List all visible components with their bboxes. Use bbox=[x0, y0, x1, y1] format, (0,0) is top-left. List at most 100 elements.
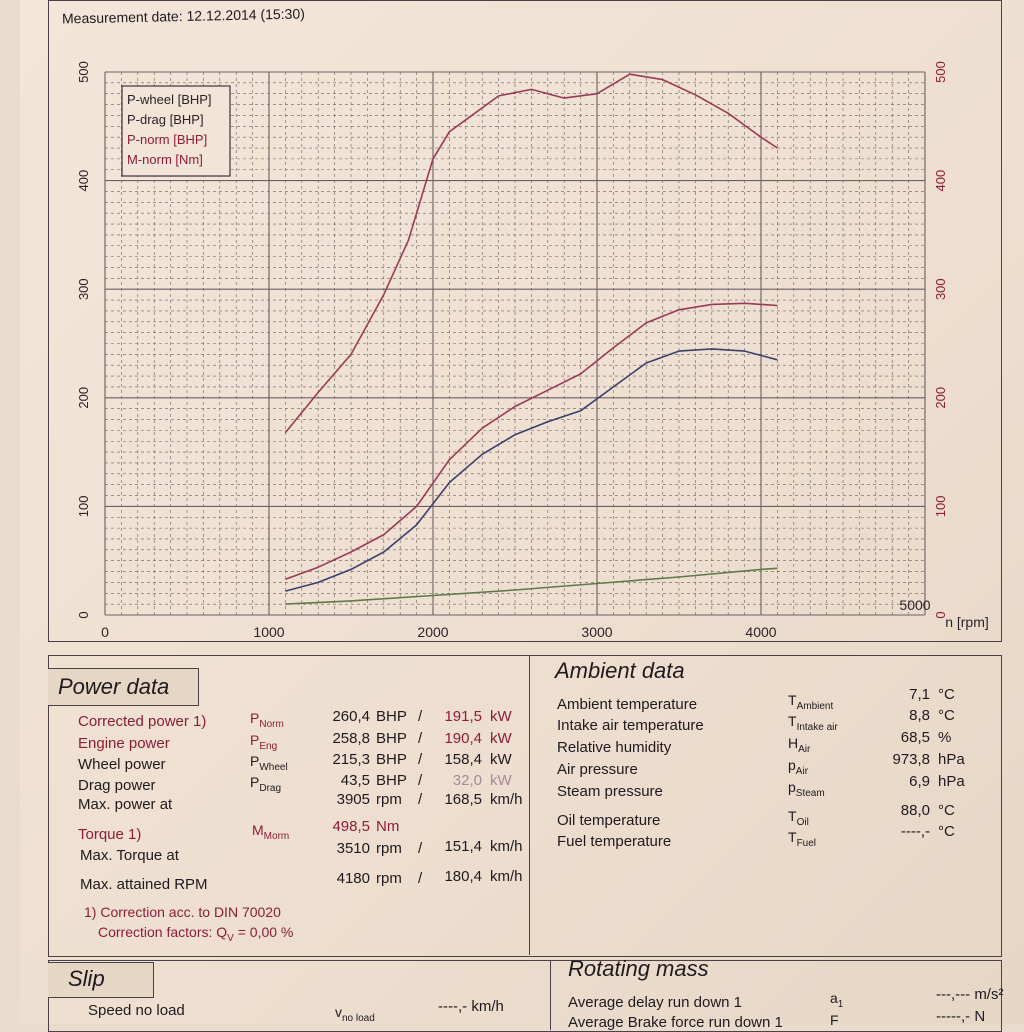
power-row-separator: / bbox=[418, 708, 423, 725]
power-row-symbol: PWheel bbox=[250, 753, 288, 773]
power-row-unit: BHP bbox=[376, 772, 407, 789]
ambient-row-value: 7,1 bbox=[909, 686, 930, 703]
power-title: Power data bbox=[58, 674, 170, 699]
power-row-symbol: PNorm bbox=[250, 710, 284, 730]
power-row-unit2: kW bbox=[490, 708, 512, 725]
power-row-separator: / bbox=[418, 772, 423, 789]
ambient-row-label: Relative humidity bbox=[557, 739, 672, 756]
slip-label: Speed no load bbox=[88, 1002, 185, 1019]
ambient-row-unit: °C bbox=[938, 823, 955, 840]
rotating-symbol: a1 bbox=[830, 990, 844, 1010]
power-row-label: Engine power bbox=[78, 735, 170, 752]
ambient-row-symbol: HAir bbox=[788, 735, 811, 755]
rotating-symbol-2: F bbox=[830, 1012, 839, 1028]
y-tick-label-left: 200 bbox=[76, 387, 91, 409]
max-rpm-speed: 180,4 bbox=[444, 868, 482, 885]
torque-unit: Nm bbox=[376, 818, 400, 835]
power-row-unit2: kW bbox=[490, 730, 512, 747]
ambient-row-label: Steam pressure bbox=[557, 783, 663, 800]
series-line bbox=[285, 567, 778, 605]
power-row-value: 43,5 bbox=[340, 772, 370, 789]
legend-entry: P-norm [BHP] bbox=[127, 132, 207, 147]
power-row-unit2: kW bbox=[490, 772, 512, 789]
ambient-row-symbol: TFuel bbox=[788, 829, 817, 849]
rotating-title: Rotating mass bbox=[568, 956, 709, 981]
correction-footnote: 1) Correction acc. to DIN 70020 bbox=[84, 904, 281, 920]
y-tick-label-left: 0 bbox=[76, 611, 91, 618]
power-row-separator: / bbox=[418, 730, 423, 747]
slip-value: ----,- km/h bbox=[438, 998, 504, 1015]
ambient-row-symbol: TAmbient bbox=[788, 692, 834, 712]
x-tick-label: 5000 bbox=[899, 597, 930, 613]
ambient-row-value: 68,5 bbox=[900, 729, 930, 746]
slip-title: Slip bbox=[68, 966, 105, 991]
y-tick-label-right: 200 bbox=[933, 387, 948, 409]
ambient-row-unit: hPa bbox=[938, 751, 965, 768]
bottom-frame bbox=[48, 960, 1002, 1032]
power-row-unit: BHP bbox=[376, 708, 407, 725]
ambient-row-label: Intake air temperature bbox=[557, 717, 704, 734]
max-torque-rpm-unit: rpm bbox=[376, 840, 402, 857]
x-tick-label: 4000 bbox=[745, 624, 776, 640]
dyno-sheet: Measurement date: 12.12.2014 (15:30) 0 10… bbox=[20, 0, 1024, 1032]
ambient-row-unit: hPa bbox=[938, 773, 965, 790]
legend-box bbox=[121, 85, 231, 177]
y-tick-label-right: 0 bbox=[933, 611, 948, 618]
torque-label: Torque 1) bbox=[78, 826, 142, 843]
y-tick-label-right: 100 bbox=[933, 496, 948, 518]
power-row-unit2: km/h bbox=[490, 791, 523, 808]
ambient-row-symbol: pAir bbox=[788, 757, 809, 777]
max-torque-speed-unit: km/h bbox=[490, 838, 523, 855]
power-row-value2: 168,5 bbox=[444, 791, 482, 808]
power-row-separator: / bbox=[418, 791, 423, 808]
ambient-row-symbol: TIntake air bbox=[788, 713, 838, 733]
rotating-label: Average delay run down 1 bbox=[568, 994, 743, 1011]
torque-symbol: MMorm bbox=[252, 822, 290, 842]
max-rpm-speed-unit: km/h bbox=[490, 868, 523, 885]
y-tick-label-left: 300 bbox=[76, 278, 91, 300]
power-row-value: 3905 bbox=[336, 791, 370, 808]
power-row-symbol: PDrag bbox=[250, 774, 282, 794]
ambient-row-value: ----,- bbox=[900, 823, 930, 840]
x-tick-label: 0 bbox=[101, 624, 109, 640]
ambient-row-value: 973,8 bbox=[892, 751, 930, 768]
power-row-label: Drag power bbox=[78, 777, 156, 794]
x-tick-label: 2000 bbox=[417, 624, 448, 640]
ambient-row-unit: % bbox=[938, 729, 952, 746]
rotating-value: ---,--- m/s² bbox=[936, 986, 1004, 1003]
series-line bbox=[285, 348, 778, 592]
y-tick-label-right: 400 bbox=[933, 170, 948, 192]
y-tick-label-left: 500 bbox=[76, 61, 91, 83]
ambient-row-label: Air pressure bbox=[557, 761, 638, 778]
power-row-label: Corrected power 1) bbox=[78, 713, 207, 730]
dyno-chart: 0 1000 2000 3000 400050000100200300400500010… bbox=[76, 61, 989, 640]
bottom-divider bbox=[550, 960, 551, 1030]
ambient-row-value: 6,9 bbox=[909, 773, 930, 790]
power-title-tab bbox=[48, 668, 199, 706]
y-tick-label-right: 300 bbox=[933, 278, 948, 300]
max-torque-speed: 151,4 bbox=[444, 838, 482, 855]
max-rpm-rpm-unit: rpm bbox=[376, 870, 402, 887]
ambient-title: Ambient data bbox=[555, 658, 685, 683]
slip-title-tab bbox=[48, 962, 154, 998]
power-row-unit: BHP bbox=[376, 751, 407, 768]
x-tick-label: 3000 bbox=[581, 624, 612, 640]
power-row-label: Wheel power bbox=[78, 756, 166, 773]
ambient-row-symbol: pSteam bbox=[788, 779, 825, 799]
ambient-row-label: Ambient temperature bbox=[557, 696, 698, 713]
y-tick-label-left: 100 bbox=[76, 496, 91, 518]
power-row-value: 260,4 bbox=[332, 708, 370, 725]
ambient-row-label: Fuel temperature bbox=[557, 833, 672, 850]
power-row-value2: 32,0 bbox=[452, 772, 482, 789]
power-row-label: Max. power at bbox=[78, 796, 173, 813]
x-tick-label: 1000 bbox=[253, 624, 284, 640]
max-rpm-separator: / bbox=[418, 870, 423, 887]
data-frame bbox=[48, 655, 1002, 957]
correction-factors: Correction factors: QV = 0,00 % bbox=[98, 924, 294, 944]
max-torque-label: Max. Torque at bbox=[80, 847, 179, 864]
power-row-value2: 190,4 bbox=[444, 730, 482, 747]
power-row-value: 258,8 bbox=[332, 730, 370, 747]
ambient-row-unit: °C bbox=[938, 802, 955, 819]
max-torque-separator: / bbox=[418, 840, 423, 857]
power-row-value2: 158,4 bbox=[444, 751, 482, 768]
